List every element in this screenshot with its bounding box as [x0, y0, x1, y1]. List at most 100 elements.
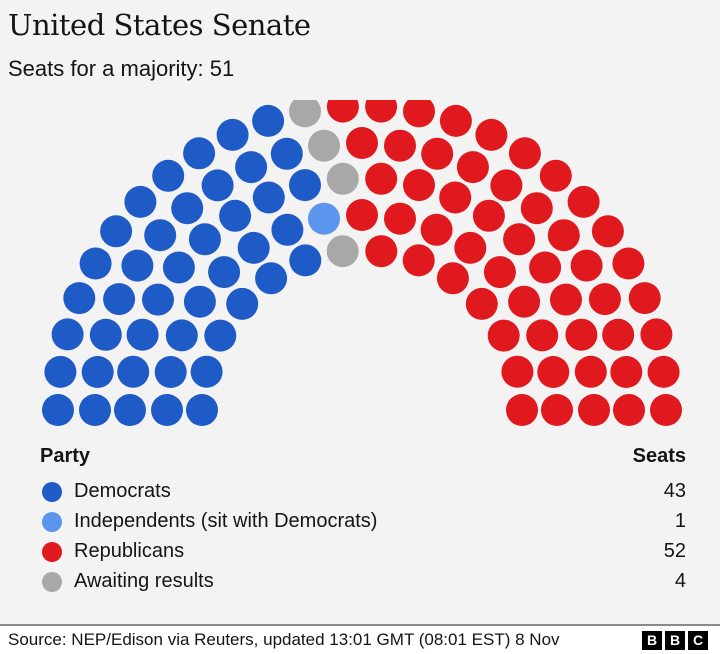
- seat-dot: [188, 223, 221, 256]
- seat-dot: [508, 285, 541, 318]
- seat-dot: [190, 355, 223, 388]
- seat-dot: [365, 235, 398, 268]
- seat-dot: [613, 394, 645, 426]
- chart-title: United States Senate: [8, 8, 311, 42]
- legend-dot-icon: [42, 542, 62, 562]
- seat-dot: [219, 199, 252, 232]
- legend-dot-icon: [42, 482, 62, 502]
- seat-dot: [89, 318, 122, 351]
- seat-dot: [100, 215, 133, 248]
- seat-dot: [526, 319, 559, 352]
- seat-dot: [208, 256, 241, 289]
- seat-dot: [567, 185, 600, 218]
- seat-dot: [235, 151, 268, 184]
- seat-dot: [574, 355, 607, 388]
- seat-dot: [475, 118, 508, 151]
- seat-dot: [403, 169, 435, 202]
- seat-dot: [501, 355, 534, 388]
- logo-letter: B: [642, 631, 662, 650]
- seat-dot: [591, 215, 624, 248]
- seat-dot: [487, 319, 520, 352]
- legend-seats: 43: [663, 480, 686, 502]
- seat-dot: [420, 213, 453, 246]
- seat-dot: [81, 356, 114, 388]
- seat-dot: [289, 244, 322, 277]
- seat-dot: [326, 100, 359, 123]
- seat-dot: [541, 394, 573, 426]
- seat-dot: [456, 151, 489, 184]
- seat-dot: [152, 159, 185, 192]
- seat-dot: [588, 283, 621, 316]
- seat-dot: [384, 202, 416, 235]
- seat-dot: [490, 169, 523, 202]
- logo-letter: B: [665, 631, 685, 650]
- seat-dot: [289, 169, 321, 202]
- seat-dot: [421, 137, 454, 170]
- legend-item: Republicans 52: [40, 539, 686, 565]
- seat-dot: [142, 283, 174, 316]
- seat-dot: [483, 256, 516, 289]
- seat-dot: [612, 247, 645, 280]
- seat-dot: [520, 192, 553, 225]
- seat-dot: [201, 169, 234, 202]
- legend-label: Democrats: [74, 480, 171, 502]
- seat-dot: [126, 318, 159, 351]
- seat-dot: [103, 283, 136, 316]
- seat-dot: [529, 251, 562, 284]
- seat-dot: [183, 285, 216, 318]
- bbc-logo: B B C: [642, 631, 708, 650]
- seat-dot: [365, 162, 398, 195]
- seat-dot: [650, 394, 682, 426]
- seat-dot: [472, 199, 505, 232]
- seat-dot: [465, 287, 498, 320]
- legend-label: Republicans: [74, 540, 185, 562]
- seat-dot: [602, 318, 635, 351]
- seat-dot: [365, 100, 398, 123]
- seat-dot: [508, 137, 541, 170]
- seat-dot: [162, 251, 195, 284]
- seat-dot: [547, 219, 580, 252]
- seat-dot: [42, 394, 74, 426]
- seat-dot: [506, 394, 538, 426]
- seat-dot: [51, 318, 84, 351]
- source-text: Source: NEP/Edison via Reuters, updated …: [8, 630, 560, 649]
- seat-dot: [270, 137, 303, 170]
- seat-dot: [439, 181, 472, 214]
- seat-dot: [454, 231, 487, 264]
- seat-dot: [271, 213, 304, 246]
- seat-dot: [647, 355, 680, 388]
- seat-dot: [550, 283, 582, 316]
- legend-dot-icon: [42, 572, 62, 592]
- seat-dot: [165, 319, 198, 352]
- seat-dot: [326, 235, 359, 268]
- seat-dot: [537, 356, 570, 388]
- chart-subtitle: Seats for a majority: 51: [8, 56, 235, 81]
- seat-dot: [539, 159, 572, 192]
- seat-dot: [628, 282, 661, 315]
- seat-dot: [565, 318, 598, 351]
- legend-item: Awaiting results 4: [40, 569, 686, 595]
- seat-dot: [252, 181, 285, 214]
- legend-label: Independents (sit with Democrats): [74, 510, 378, 532]
- footer: Source: NEP/Edison via Reuters, updated …: [0, 624, 720, 654]
- seat-dot: [346, 127, 378, 159]
- legend-seats: 4: [674, 570, 686, 592]
- seat-dot: [308, 202, 340, 235]
- seat-dot: [610, 356, 643, 388]
- seat-dot: [578, 394, 610, 426]
- legend-label: Awaiting results: [74, 570, 214, 592]
- seat-dot: [144, 219, 177, 252]
- seat-dot: [570, 249, 603, 282]
- seat-dot: [183, 137, 216, 170]
- seat-dot: [237, 231, 270, 264]
- seat-dot: [439, 104, 472, 137]
- seat-dot: [640, 318, 673, 351]
- seat-dot: [403, 100, 435, 128]
- seat-dot: [346, 199, 378, 231]
- legend-seats-header: Seats: [632, 445, 686, 467]
- seat-dot: [79, 394, 111, 426]
- seat-dot: [154, 356, 187, 388]
- seat-dot: [151, 394, 183, 426]
- seat-dot: [114, 394, 146, 426]
- seat-dot: [503, 223, 536, 256]
